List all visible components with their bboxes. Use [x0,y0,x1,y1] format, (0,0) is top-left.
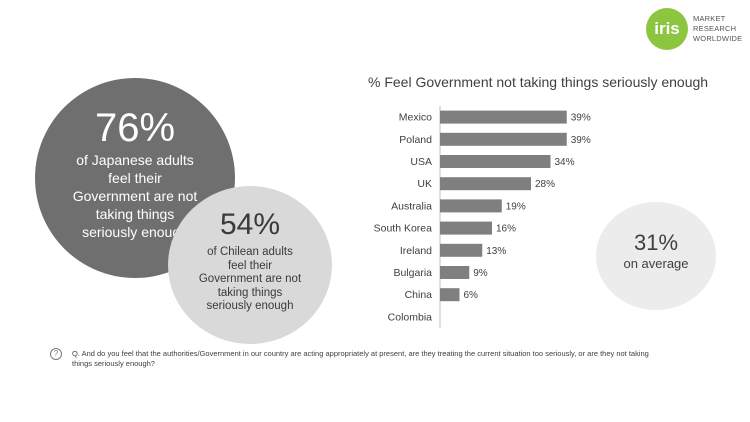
question-text: Q. And do you feel that the authorities/… [72,349,649,368]
japan-desc-line: feel their [108,170,162,186]
category-label: UK [417,178,432,190]
iris-logo-mark: iris [646,8,688,50]
chile-desc-line: of Chilean adults [207,246,293,258]
category-label: Ireland [400,245,432,257]
japan-desc-line: Government are not [72,188,198,204]
value-label: 6% [464,290,479,301]
bar [440,132,567,146]
bar [440,110,567,124]
value-label: 39% [571,113,591,124]
value-label: 39% [571,135,591,146]
iris-logo: iris MARKET RESEARCH WORLDWIDE [646,8,746,52]
bar [440,177,531,191]
bar [440,288,460,302]
logo-line: RESEARCH [693,24,737,33]
chile-desc-line: seriously enough [206,300,294,312]
japan-description: of Japanese adults feel their Government… [35,151,235,241]
iris-logo-text: MARKET RESEARCH WORLDWIDE [693,14,742,44]
value-label: 28% [535,179,555,190]
chart-title: % Feel Government not taking things seri… [368,74,709,90]
category-label: China [405,289,433,301]
category-label: Colombia [388,311,433,323]
chile-desc-line: Government are not [198,273,302,285]
logo-line: WORLDWIDE [693,34,743,43]
chile-stat-bubble: 54% of Chilean adults feel their Governm… [168,186,332,344]
bar [440,266,470,279]
japan-stat-bubble: 76% of Japanese adults feel their Govern… [35,78,235,278]
japan-desc-line: seriously enough [82,224,188,240]
chile-desc-line: feel their [227,259,273,272]
category-label: USA [410,156,432,168]
bar [440,221,492,235]
japan-desc-line: taking things [95,206,175,222]
average-label: on average [623,256,689,271]
value-label: 34% [555,157,575,168]
bar [440,155,551,168]
logo-line: MARKET [693,14,726,23]
bar-chart: Mexico 39% Poland 39% USA 34% UK 28% Australia 19… [374,106,591,328]
value-label: 9% [473,268,488,279]
category-label: Poland [399,134,432,146]
average-percent: 31% [633,230,679,255]
japan-percent: 76% [94,106,176,150]
value-label: 19% [506,201,526,212]
category-label: Mexico [399,112,432,124]
category-label: Bulgaria [393,267,432,279]
bar [440,243,483,257]
chile-description: of Chilean adults feel their Government … [168,246,332,314]
value-label: 13% [486,246,506,257]
category-label: Australia [391,200,432,212]
bar [440,199,502,213]
value-label: 16% [496,224,516,235]
category-label: South Korea [374,223,433,235]
japan-desc-line: of Japanese adults [76,152,194,168]
average-stat-bubble: 31% on average [596,202,716,310]
chile-percent: 54% [219,208,281,241]
chile-desc-line: taking things [217,286,283,299]
question-circle-icon: ? [50,348,62,360]
